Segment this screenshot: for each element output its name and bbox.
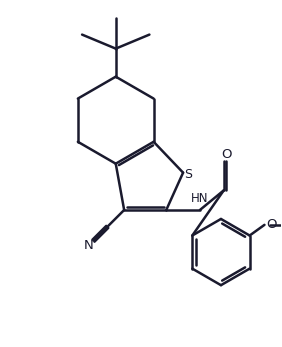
Text: HN: HN — [191, 192, 209, 205]
Text: S: S — [184, 168, 192, 180]
Text: N: N — [84, 239, 94, 252]
Text: O: O — [221, 148, 231, 161]
Text: O: O — [266, 218, 277, 230]
